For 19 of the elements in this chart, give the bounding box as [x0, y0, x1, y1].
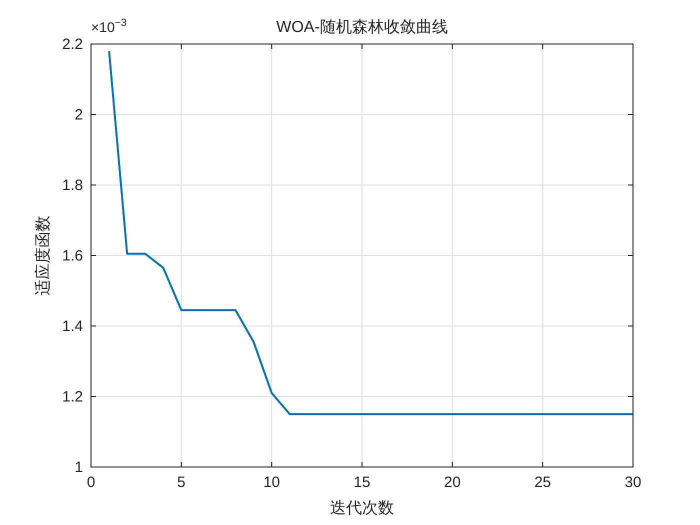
x-tick-label: 20 [444, 474, 461, 491]
line-series [108, 50, 634, 416]
y-tick-label: 2.2 [62, 36, 83, 53]
y-tick-label: 1.8 [62, 177, 83, 194]
x-tick-label: 25 [534, 474, 552, 491]
x-tick-label: 0 [86, 474, 96, 491]
x-tick-label: 30 [624, 474, 642, 491]
y-axis-title: 适应度函数 [34, 216, 52, 296]
y-tick-label: 1 [74, 459, 83, 476]
chart-title: WOA-随机森林收敛曲线 [276, 18, 448, 36]
y-tick-label: 1.2 [62, 388, 83, 406]
y-tick-label: 1.6 [62, 248, 83, 264]
y-tick-label: 2 [74, 106, 83, 124]
x-tick-label: 5 [177, 474, 186, 491]
x-axis-title: 迭代次数 [330, 499, 394, 517]
text: ×10$^{−3}$ [91, 17, 127, 35]
x-tick-label: 15 [354, 474, 370, 491]
y-tick-label: 1.4 [62, 318, 83, 335]
x-tick-label: 10 [263, 474, 280, 491]
